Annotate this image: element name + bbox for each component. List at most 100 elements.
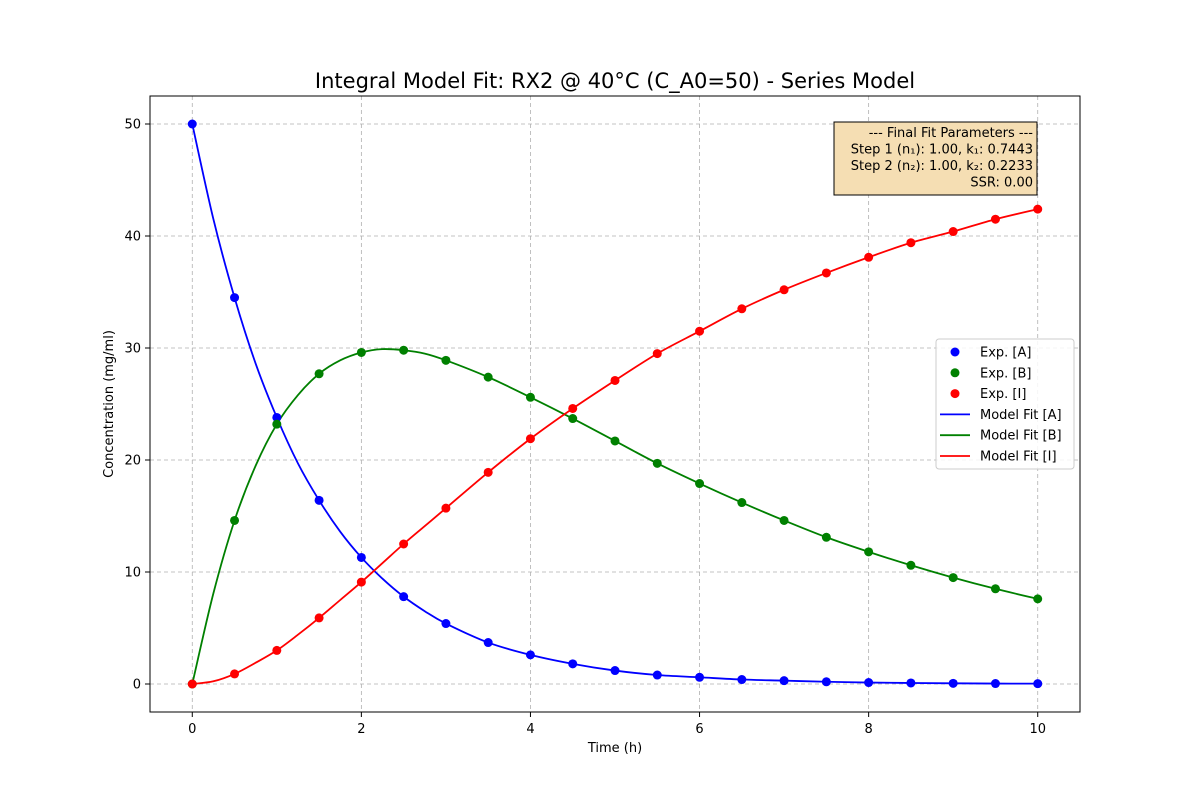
data-point — [779, 676, 789, 686]
data-point — [441, 355, 451, 365]
x-axis-ticks: 0 2 4 6 8 10 — [188, 712, 1046, 737]
series-line — [191, 123, 1038, 685]
data-point — [695, 326, 705, 336]
fit-parameter-line: Step 1 (n₁): 1.00, k₁: 0.7443 — [851, 143, 1033, 158]
data-point — [695, 672, 705, 682]
legend-marker — [950, 389, 960, 399]
data-point — [695, 479, 705, 489]
data-point — [314, 495, 324, 505]
legend-label: Exp. [A] — [980, 346, 1031, 361]
x-tick-label: 4 — [526, 722, 534, 737]
x-tick-label: 6 — [695, 722, 703, 737]
x-tick-label: 8 — [864, 722, 872, 737]
data-point — [399, 539, 409, 549]
data-point — [356, 577, 366, 587]
data-point — [399, 345, 409, 355]
legend-frame — [935, 338, 1075, 470]
data-point — [568, 414, 578, 424]
data-point — [821, 268, 831, 278]
data-point — [737, 498, 747, 508]
data-point — [610, 666, 620, 676]
data-point — [272, 645, 282, 655]
data-point — [230, 669, 240, 679]
data-point — [1033, 204, 1043, 214]
fit-parameters-box: --- Final Fit Parameters --- Step 1 (n₁):… — [833, 121, 1038, 196]
data-point — [483, 467, 493, 477]
y-tick-label: 10 — [124, 566, 141, 581]
chart-title: Integral Model Fit: RX2 @ 40°C (C_A0=50)… — [315, 69, 915, 94]
data-point — [356, 347, 366, 357]
fit-parameters-background — [833, 121, 1038, 196]
data-point — [652, 458, 662, 468]
data-point — [272, 412, 282, 422]
data-point — [652, 349, 662, 359]
y-tick-label: 40 — [124, 230, 141, 245]
data-point — [821, 677, 831, 687]
data-point — [990, 214, 1000, 224]
data-point — [864, 678, 874, 688]
data-point — [610, 375, 620, 385]
data-point — [230, 515, 240, 525]
data-point — [779, 285, 789, 295]
data-point — [568, 403, 578, 413]
data-point — [948, 678, 958, 688]
data-point — [990, 584, 1000, 594]
data-point — [356, 552, 366, 562]
data-point — [483, 638, 493, 648]
data-point — [187, 679, 197, 689]
fit-parameter-line: Step 2 (n₂): 1.00, k₂: 0.2233 — [851, 159, 1033, 174]
data-point — [610, 436, 620, 446]
x-tick-label: 2 — [357, 722, 365, 737]
legend-label: Model Fit [A] — [980, 408, 1062, 423]
data-point — [864, 252, 874, 262]
data-point — [441, 503, 451, 513]
y-tick-label: 20 — [124, 454, 141, 469]
data-point — [864, 547, 874, 557]
data-point — [906, 560, 916, 570]
series-points — [187, 119, 1043, 689]
plot-frame — [149, 95, 1081, 713]
data-point — [525, 650, 535, 660]
data-point — [1033, 679, 1043, 689]
data-point — [483, 372, 493, 382]
data-point — [906, 238, 916, 248]
x-tick-label: 0 — [188, 722, 196, 737]
data-point — [272, 419, 282, 429]
data-point — [779, 515, 789, 525]
legend-label: Exp. [I] — [980, 387, 1026, 402]
data-point — [737, 675, 747, 685]
data-point — [441, 619, 451, 629]
grid — [150, 96, 1080, 712]
fit-parameter-line: SSR: 0.00 — [970, 176, 1033, 191]
x-tick-label: 10 — [1029, 722, 1046, 737]
data-point — [187, 119, 197, 129]
series-lines — [191, 123, 1038, 685]
legend-label: Exp. [B] — [980, 366, 1032, 381]
legend-label: Model Fit [B] — [980, 429, 1062, 444]
data-point — [525, 392, 535, 402]
data-point — [399, 592, 409, 602]
data-point — [314, 613, 324, 623]
data-point — [568, 659, 578, 669]
legend-label: Model Fit [I] — [980, 450, 1057, 465]
y-tick-label: 30 — [124, 342, 141, 357]
y-axis-label: Concentration (mg/ml) — [102, 330, 117, 478]
data-point — [652, 670, 662, 680]
data-point — [737, 304, 747, 314]
data-point — [990, 679, 1000, 689]
series-line — [191, 348, 1038, 685]
x-axis-label: Time (h) — [587, 741, 642, 756]
data-point — [525, 434, 535, 444]
data-point — [948, 573, 958, 583]
y-tick-label: 50 — [124, 118, 141, 133]
data-point — [230, 293, 240, 303]
legend: Exp. [A] Exp. [B] Exp. [I] Model Fit [A] Mod… — [935, 338, 1075, 470]
y-axis-ticks: 0 10 20 30 40 50 — [124, 118, 150, 693]
legend-marker — [950, 347, 960, 357]
series-line — [192, 208, 1038, 685]
data-point — [314, 369, 324, 379]
data-point — [906, 678, 916, 688]
legend-marker — [950, 368, 960, 378]
y-tick-label: 0 — [133, 678, 141, 693]
